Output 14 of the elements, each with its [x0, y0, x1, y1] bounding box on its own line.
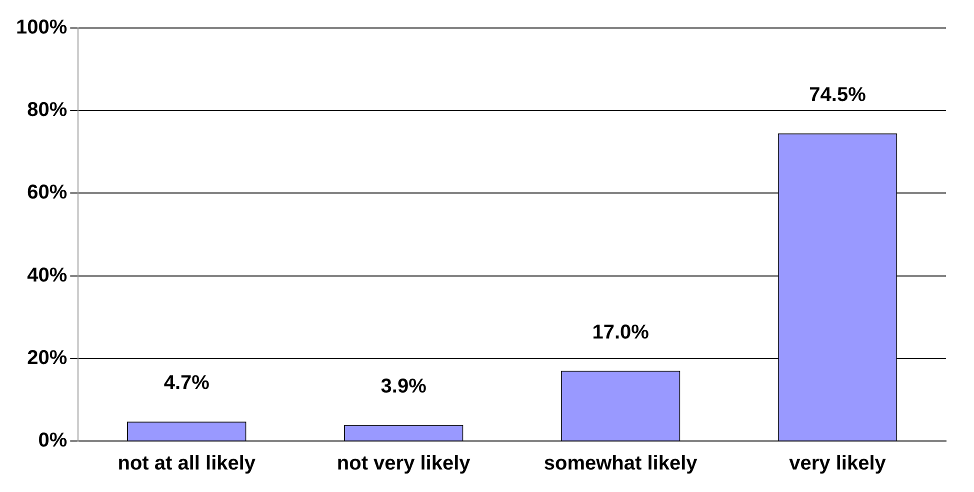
- y-tick-label: 40%: [27, 264, 68, 286]
- x-tick-label: somewhat likely: [544, 452, 698, 475]
- data-label: 74.5%: [809, 84, 866, 106]
- y-tick-label: 20%: [27, 346, 68, 369]
- y-tick-label: 0%: [38, 430, 68, 452]
- data-label: 17.0%: [592, 321, 650, 344]
- data-label: 3.9%: [380, 375, 427, 398]
- y-tick-label: 100%: [16, 16, 68, 39]
- y-tick-label: 60%: [27, 182, 68, 204]
- x-tick-label: not at all likely: [118, 452, 256, 475]
- y-tick-label: 80%: [27, 99, 68, 122]
- x-tick-label: not very likely: [336, 452, 472, 475]
- x-tick-label: very likely: [789, 452, 887, 475]
- data-label: 4.7%: [164, 372, 210, 394]
